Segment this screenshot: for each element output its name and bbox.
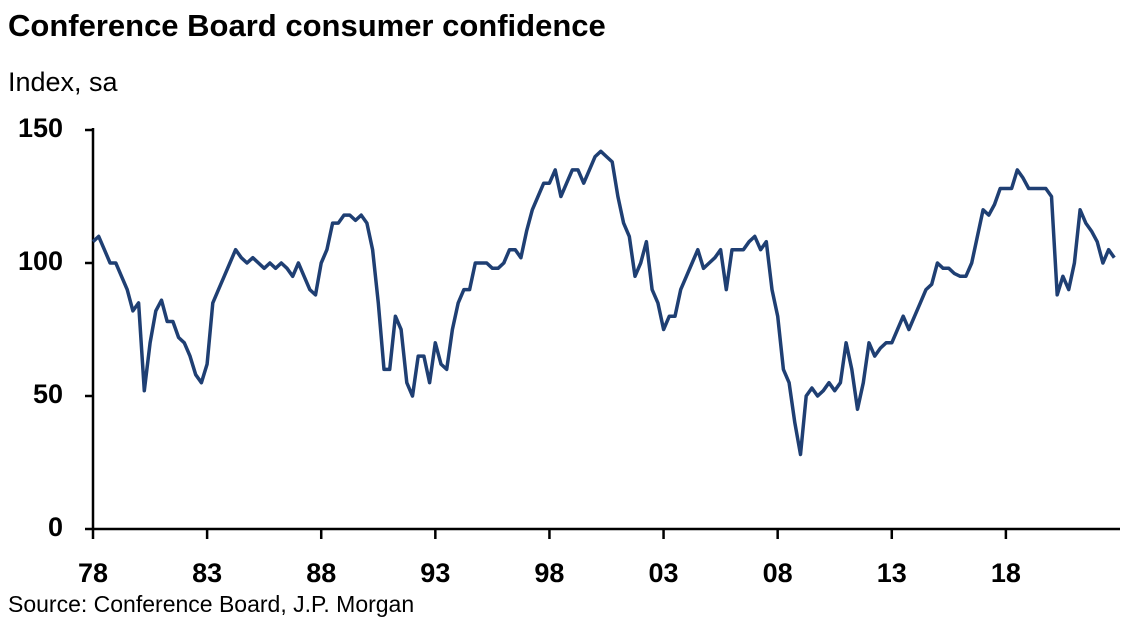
y-tick-label: 0 xyxy=(48,512,63,542)
x-tick-label: 03 xyxy=(649,558,679,588)
y-tick-label: 50 xyxy=(33,379,63,409)
data-line xyxy=(91,149,1116,457)
x-tick-label: 83 xyxy=(192,558,222,588)
chart-title: Conference Board consumer confidence xyxy=(8,8,606,43)
y-tick-label: 150 xyxy=(18,113,63,143)
y-tick-label: 100 xyxy=(18,246,63,276)
x-tick-label: 93 xyxy=(420,558,450,588)
x-tick-label: 13 xyxy=(877,558,907,588)
x-tick-label: 78 xyxy=(78,558,108,588)
subtitle: Index, sa xyxy=(8,67,119,97)
x-tick-label: 18 xyxy=(991,558,1021,588)
x-tick-label: 88 xyxy=(306,558,336,588)
x-tick-label: 08 xyxy=(763,558,793,588)
x-tick-label: 98 xyxy=(534,558,564,588)
source: Source: Conference Board, J.P. Morgan xyxy=(8,591,414,617)
